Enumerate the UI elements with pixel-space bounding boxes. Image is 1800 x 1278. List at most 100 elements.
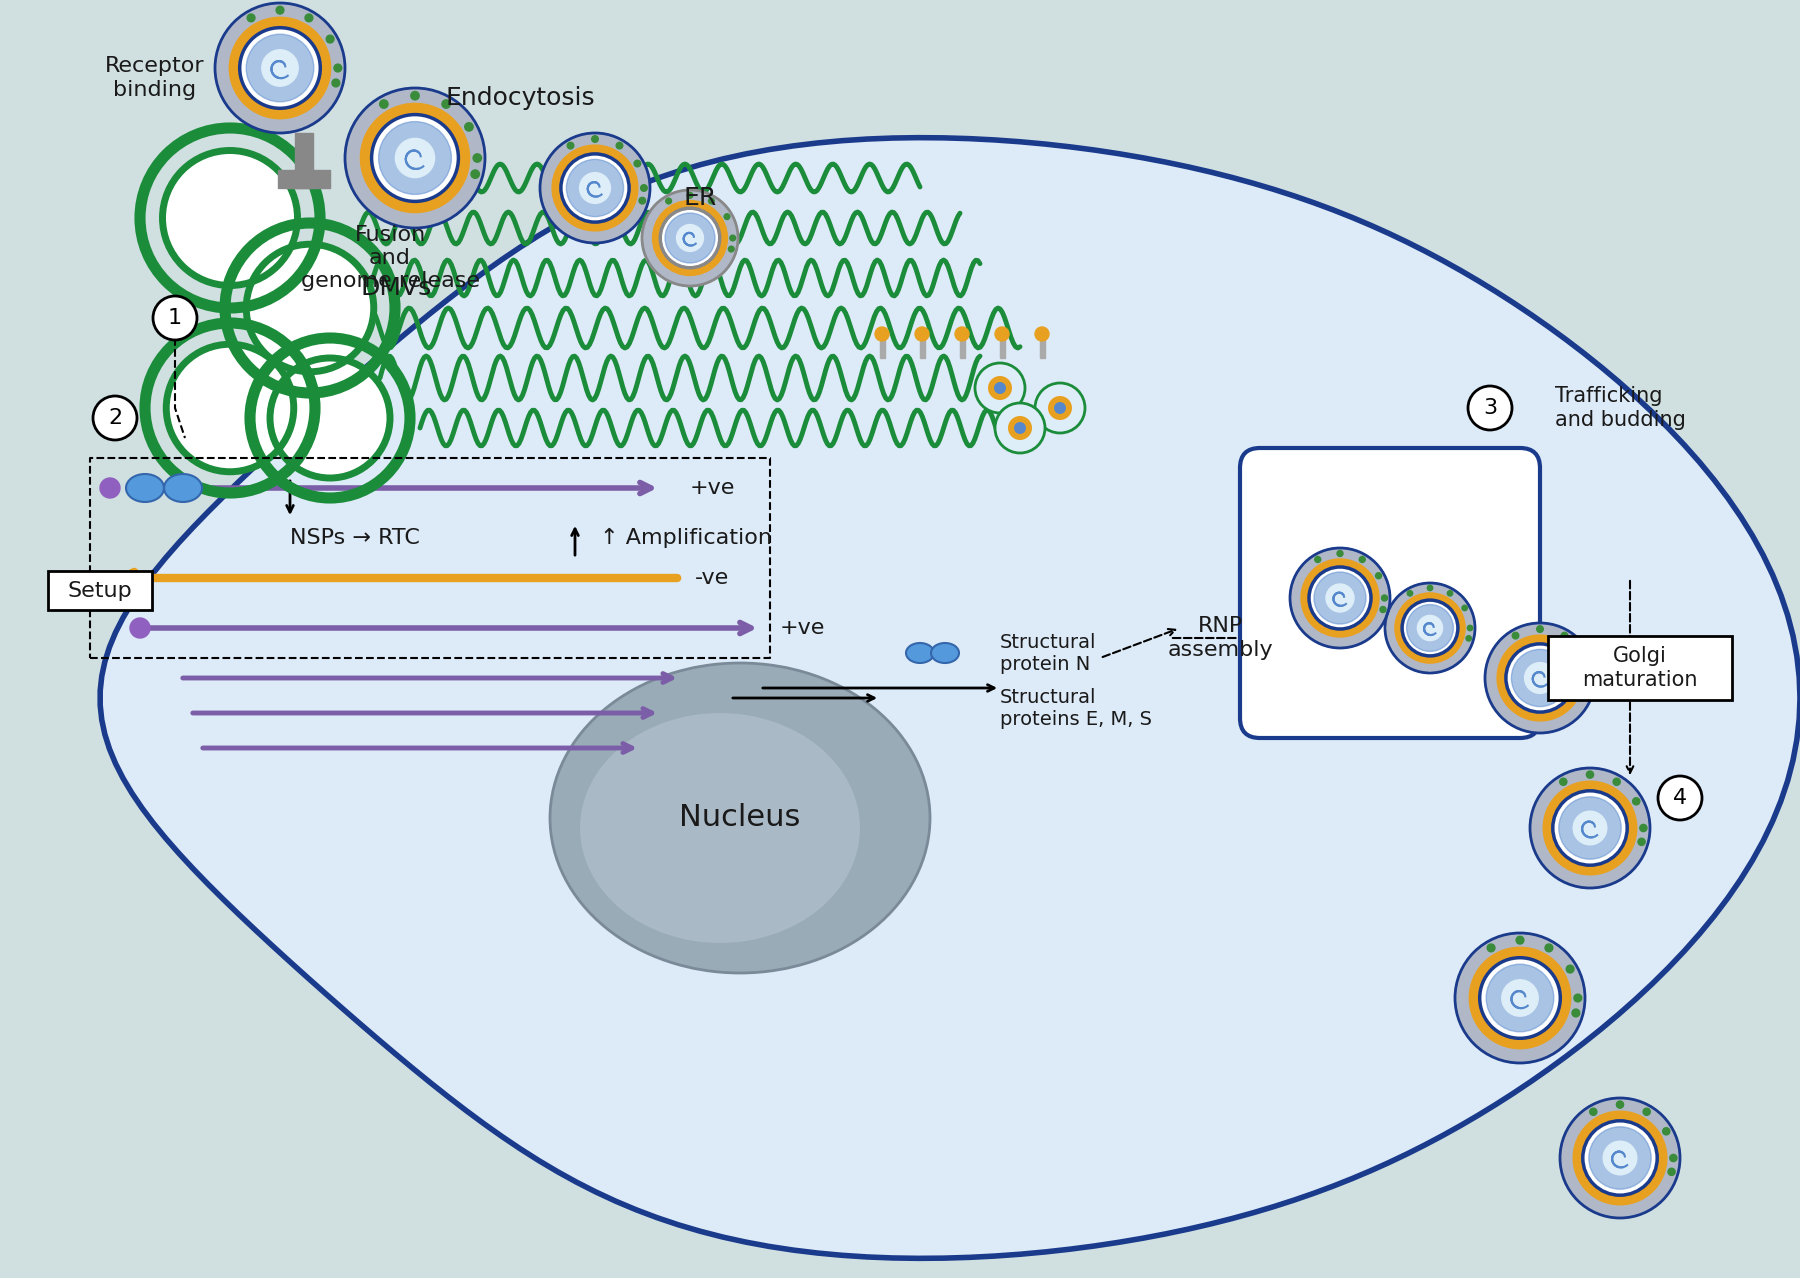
Circle shape <box>1501 980 1539 1016</box>
Ellipse shape <box>580 713 860 943</box>
Circle shape <box>1516 1052 1525 1059</box>
Circle shape <box>1561 1098 1679 1218</box>
Circle shape <box>1305 564 1312 570</box>
Circle shape <box>1337 551 1343 556</box>
Circle shape <box>664 213 715 263</box>
Text: 1: 1 <box>167 308 182 328</box>
Text: -ve: -ve <box>695 567 729 588</box>
Circle shape <box>1348 552 1355 558</box>
Circle shape <box>1489 688 1496 694</box>
Circle shape <box>1586 878 1593 884</box>
Circle shape <box>351 138 358 146</box>
Text: Endocytosis: Endocytosis <box>445 86 594 110</box>
Bar <box>1001 337 1004 358</box>
Circle shape <box>236 23 243 31</box>
Circle shape <box>592 135 598 142</box>
Circle shape <box>1624 787 1631 794</box>
Circle shape <box>634 210 641 216</box>
Circle shape <box>1382 596 1388 601</box>
Circle shape <box>1325 638 1332 644</box>
Circle shape <box>346 88 484 227</box>
Circle shape <box>1633 851 1640 859</box>
Circle shape <box>544 197 551 204</box>
Circle shape <box>1456 597 1462 602</box>
Text: 3: 3 <box>1483 397 1498 418</box>
Circle shape <box>1633 797 1640 805</box>
Circle shape <box>380 100 389 109</box>
Circle shape <box>1456 653 1462 659</box>
Bar <box>920 337 925 358</box>
Circle shape <box>261 50 299 86</box>
Circle shape <box>1643 1108 1651 1116</box>
Circle shape <box>427 213 436 222</box>
Circle shape <box>220 79 229 87</box>
Circle shape <box>1314 556 1321 562</box>
Polygon shape <box>101 138 1800 1259</box>
Circle shape <box>360 104 470 212</box>
Circle shape <box>1469 386 1512 429</box>
Circle shape <box>1654 1117 1661 1123</box>
Circle shape <box>247 14 256 22</box>
Circle shape <box>1579 1192 1586 1199</box>
Circle shape <box>1417 587 1422 592</box>
Circle shape <box>239 28 320 109</box>
Circle shape <box>1571 709 1579 716</box>
Circle shape <box>567 227 574 234</box>
Circle shape <box>455 110 463 118</box>
Circle shape <box>1408 659 1413 666</box>
Circle shape <box>349 153 356 162</box>
Circle shape <box>94 396 137 440</box>
Bar <box>295 133 313 188</box>
Circle shape <box>875 327 889 341</box>
Circle shape <box>988 376 1012 400</box>
Circle shape <box>677 276 682 282</box>
Circle shape <box>1537 723 1543 730</box>
Circle shape <box>580 138 585 144</box>
FancyBboxPatch shape <box>49 571 151 610</box>
Text: Structural
protein N: Structural protein N <box>1001 633 1096 674</box>
Circle shape <box>1314 573 1366 624</box>
Circle shape <box>153 296 196 340</box>
Circle shape <box>1561 633 1568 639</box>
Circle shape <box>1584 662 1591 668</box>
Circle shape <box>1501 640 1508 647</box>
Circle shape <box>1395 593 1465 663</box>
Circle shape <box>427 93 436 102</box>
Circle shape <box>592 234 598 240</box>
Circle shape <box>1532 938 1539 946</box>
Circle shape <box>1368 564 1375 570</box>
Circle shape <box>1507 644 1573 712</box>
Circle shape <box>677 225 704 252</box>
Circle shape <box>1600 875 1607 883</box>
Circle shape <box>1489 675 1494 681</box>
Circle shape <box>567 160 623 216</box>
Text: ↑ Amplification: ↑ Amplification <box>599 528 772 548</box>
Circle shape <box>666 198 671 204</box>
Circle shape <box>1013 422 1026 435</box>
Circle shape <box>995 327 1010 341</box>
Circle shape <box>1055 403 1066 414</box>
Circle shape <box>1564 1168 1571 1176</box>
Circle shape <box>1525 722 1530 728</box>
Circle shape <box>1427 585 1433 590</box>
Circle shape <box>218 64 227 72</box>
FancyBboxPatch shape <box>1548 636 1732 700</box>
Circle shape <box>1566 1022 1573 1031</box>
Circle shape <box>1035 327 1049 341</box>
Circle shape <box>1616 1208 1624 1215</box>
Circle shape <box>1462 645 1467 651</box>
Circle shape <box>1298 573 1305 579</box>
Circle shape <box>351 170 358 179</box>
Ellipse shape <box>551 663 931 973</box>
Circle shape <box>567 142 574 150</box>
Circle shape <box>1613 870 1620 878</box>
Circle shape <box>1301 558 1379 636</box>
Circle shape <box>356 185 365 193</box>
Circle shape <box>1638 810 1645 818</box>
Circle shape <box>1557 953 1564 961</box>
Circle shape <box>1465 1022 1474 1031</box>
Circle shape <box>1604 1141 1636 1174</box>
Circle shape <box>331 49 340 58</box>
Circle shape <box>1393 645 1399 651</box>
Circle shape <box>472 170 479 179</box>
